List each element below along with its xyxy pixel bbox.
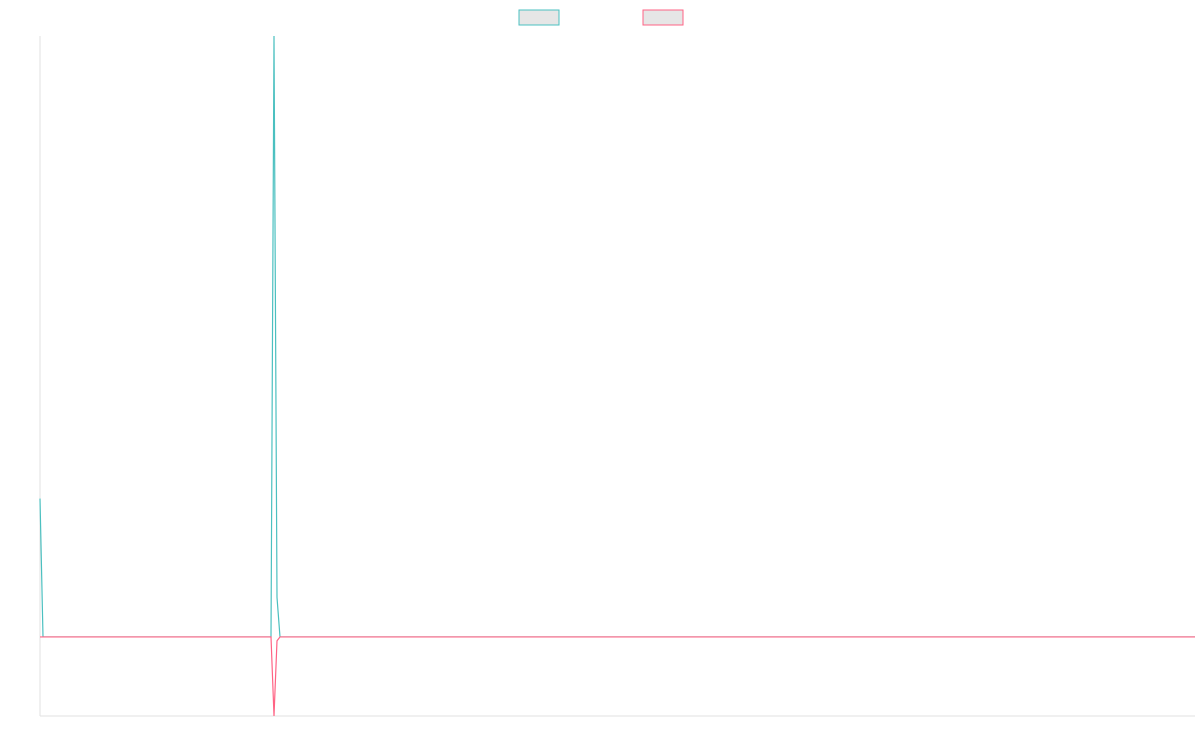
legend-swatch <box>518 9 560 26</box>
series-line <box>39 35 1195 638</box>
series-line <box>40 636 1195 717</box>
legend-swatch <box>642 9 684 26</box>
